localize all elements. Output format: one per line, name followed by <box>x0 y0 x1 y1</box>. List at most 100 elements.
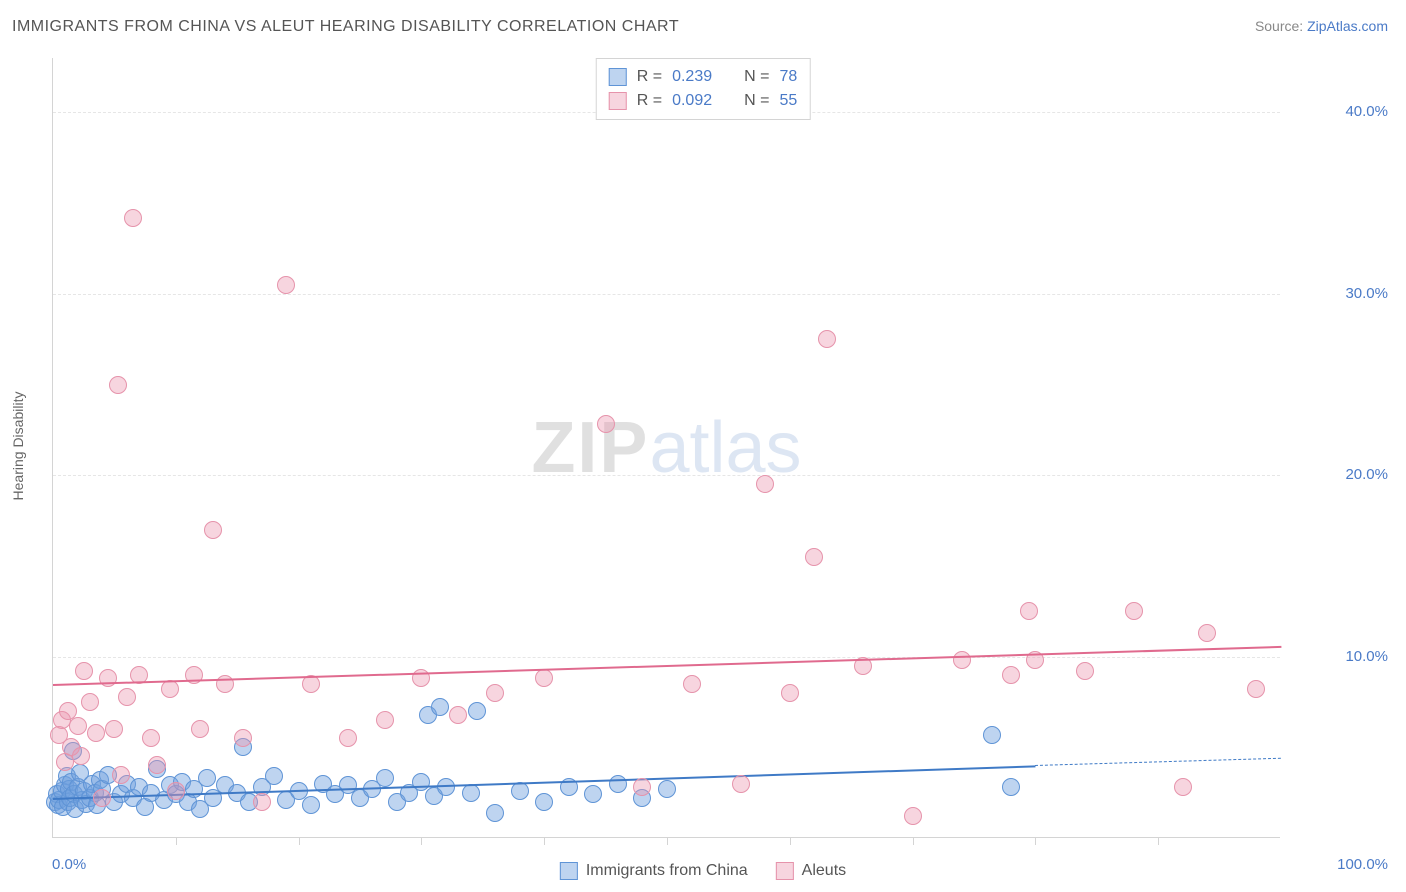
china-marker <box>265 767 283 785</box>
china-marker <box>437 778 455 796</box>
aleuts-marker <box>1076 662 1094 680</box>
aleuts-marker <box>105 720 123 738</box>
aleuts-marker <box>234 729 252 747</box>
x-tick <box>421 837 422 845</box>
x-tick <box>299 837 300 845</box>
china-marker <box>658 780 676 798</box>
chart-title: IMMIGRANTS FROM CHINA VS ALEUT HEARING D… <box>12 18 679 36</box>
aleuts-marker <box>99 669 117 687</box>
aleuts-marker <box>1247 680 1265 698</box>
source-label: Source: <box>1255 18 1303 34</box>
aleuts-marker <box>805 548 823 566</box>
aleuts-marker <box>683 675 701 693</box>
china-swatch <box>560 862 578 880</box>
aleuts-marker <box>161 680 179 698</box>
aleuts-marker <box>118 688 136 706</box>
aleuts-marker <box>1002 666 1020 684</box>
china-swatch <box>609 68 627 86</box>
n-label: N = <box>744 89 769 113</box>
x-tick <box>667 837 668 845</box>
aleuts-marker <box>142 729 160 747</box>
aleuts-marker <box>253 793 271 811</box>
x-tick <box>1035 837 1036 845</box>
source-value: ZipAtlas.com <box>1307 18 1388 34</box>
china-marker <box>983 726 1001 744</box>
x-tick <box>544 837 545 845</box>
aleuts-marker <box>633 778 651 796</box>
legend-correlation-row: R = 0.092 N = 55 <box>609 89 798 113</box>
aleuts-marker <box>535 669 553 687</box>
china-marker <box>535 793 553 811</box>
aleuts-marker <box>904 807 922 825</box>
scatter-plot-area: ZIPatlas <box>52 58 1280 838</box>
aleuts-marker <box>781 684 799 702</box>
aleuts-marker <box>93 789 111 807</box>
aleuts-marker <box>449 706 467 724</box>
aleuts-marker <box>1198 624 1216 642</box>
legend-correlation-row: R = 0.239 N = 78 <box>609 65 798 89</box>
x-axis-min-label: 0.0% <box>52 856 86 873</box>
aleuts-marker <box>486 684 504 702</box>
aleuts-marker <box>1174 778 1192 796</box>
china-marker <box>486 804 504 822</box>
legend-item-china: Immigrants from China <box>560 862 748 880</box>
x-tick <box>913 837 914 845</box>
y-tick-label: 10.0% <box>1345 648 1388 665</box>
r-value: 0.239 <box>672 65 712 89</box>
source-credit: Source: ZipAtlas.com <box>1255 18 1388 34</box>
aleuts-marker <box>376 711 394 729</box>
gridline <box>53 657 1280 658</box>
aleuts-marker <box>75 662 93 680</box>
aleuts-marker <box>1125 602 1143 620</box>
aleuts-marker <box>69 717 87 735</box>
y-tick-label: 40.0% <box>1345 103 1388 120</box>
aleuts-marker <box>1020 602 1038 620</box>
aleuts-marker <box>953 651 971 669</box>
china-marker <box>584 785 602 803</box>
correlation-legend: R = 0.239 N = 78 R = 0.092 N = 55 <box>596 58 811 120</box>
x-tick <box>176 837 177 845</box>
aleuts-marker <box>818 330 836 348</box>
x-axis-max-label: 100.0% <box>1337 856 1388 873</box>
aleuts-marker <box>167 782 185 800</box>
r-label: R = <box>637 65 662 89</box>
n-label: N = <box>744 65 769 89</box>
aleuts-marker <box>732 775 750 793</box>
aleuts-marker <box>72 747 90 765</box>
legend-item-aleuts: Aleuts <box>776 862 846 880</box>
aleuts-marker <box>148 756 166 774</box>
aleuts-marker <box>112 766 130 784</box>
legend-label: Aleuts <box>802 862 846 880</box>
aleuts-swatch <box>609 92 627 110</box>
aleuts-marker <box>109 376 127 394</box>
china-marker <box>1002 778 1020 796</box>
x-tick <box>1158 837 1159 845</box>
aleuts-marker <box>81 693 99 711</box>
legend-label: Immigrants from China <box>586 862 748 880</box>
r-label: R = <box>637 89 662 113</box>
aleuts-marker <box>191 720 209 738</box>
china-marker <box>431 698 449 716</box>
china-marker <box>609 775 627 793</box>
aleuts-marker <box>339 729 357 747</box>
aleuts-marker <box>756 475 774 493</box>
aleuts-marker <box>597 415 615 433</box>
r-value: 0.092 <box>672 89 712 113</box>
series-legend: Immigrants from China Aleuts <box>560 862 846 880</box>
aleuts-marker <box>277 276 295 294</box>
y-tick-label: 30.0% <box>1345 285 1388 302</box>
n-value: 78 <box>779 65 797 89</box>
x-tick <box>790 837 791 845</box>
n-value: 55 <box>779 89 797 113</box>
aleuts-swatch <box>776 862 794 880</box>
china-marker <box>376 769 394 787</box>
china-marker <box>302 796 320 814</box>
gridline <box>53 294 1280 295</box>
aleuts-marker <box>124 209 142 227</box>
china-marker <box>198 769 216 787</box>
china-marker <box>468 702 486 720</box>
gridline <box>53 475 1280 476</box>
aleuts-marker <box>87 724 105 742</box>
china-trendline <box>1035 758 1281 766</box>
aleuts-trendline <box>53 646 1281 686</box>
